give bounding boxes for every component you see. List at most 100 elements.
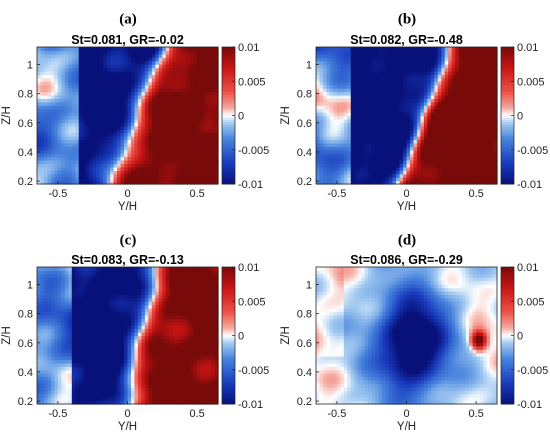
heatmap-cell bbox=[151, 47, 156, 52]
heatmap-cell bbox=[319, 129, 324, 134]
heatmap-cell bbox=[50, 376, 55, 381]
heatmap-cell bbox=[406, 166, 411, 171]
heatmap-cell bbox=[75, 390, 80, 395]
heatmap-cell bbox=[151, 132, 156, 137]
heatmap-cell bbox=[322, 57, 328, 62]
heatmap-cell bbox=[382, 170, 387, 175]
heatmap-cell bbox=[476, 67, 481, 72]
heatmap-cell bbox=[64, 149, 69, 154]
heatmap-cell bbox=[165, 153, 170, 158]
heatmap-cell bbox=[193, 77, 198, 82]
colorbar-tick-label: 0.01 bbox=[238, 42, 259, 54]
heatmap-cell bbox=[96, 142, 101, 147]
heatmap-cell bbox=[396, 142, 401, 147]
heatmap-cell bbox=[451, 118, 456, 123]
heatmap-cell bbox=[354, 74, 359, 79]
heatmap-cell bbox=[54, 74, 59, 79]
heatmap-cell bbox=[329, 74, 334, 79]
heatmap-cell bbox=[89, 94, 94, 99]
heatmap-cell bbox=[416, 122, 422, 127]
heatmap-cell bbox=[207, 173, 212, 178]
heatmap-cell bbox=[430, 122, 435, 127]
heatmap-cell bbox=[490, 91, 495, 96]
heatmap-cell bbox=[75, 369, 80, 374]
colorbar-segment bbox=[222, 78, 235, 82]
heatmap-cell bbox=[211, 139, 216, 144]
heatmap-cell bbox=[113, 112, 118, 117]
heatmap-cell bbox=[89, 74, 94, 79]
heatmap-cell bbox=[137, 139, 143, 144]
heatmap-cell bbox=[162, 122, 167, 127]
heatmap-cell bbox=[458, 70, 463, 75]
heatmap-cell bbox=[61, 132, 66, 137]
heatmap-cell bbox=[200, 81, 205, 86]
heatmap-cell bbox=[110, 166, 115, 171]
heatmap-cell bbox=[476, 136, 481, 141]
heatmap-cell bbox=[444, 136, 449, 141]
heatmap-cell bbox=[113, 91, 118, 96]
heatmap-cell bbox=[490, 153, 495, 158]
heatmap-cell bbox=[389, 142, 394, 147]
heatmap-cell bbox=[423, 136, 428, 141]
heatmap-cell bbox=[172, 74, 177, 79]
heatmap-cell bbox=[130, 146, 136, 151]
heatmap-cell bbox=[437, 163, 442, 168]
heatmap-cell bbox=[204, 163, 209, 168]
heatmap-cell bbox=[110, 101, 115, 106]
heatmap-cell bbox=[427, 132, 432, 137]
heatmap-cell bbox=[364, 77, 369, 82]
heatmap-cell bbox=[61, 77, 66, 82]
heatmap-cell bbox=[476, 122, 481, 127]
heatmap-cell bbox=[413, 64, 418, 69]
heatmap-cell bbox=[430, 142, 435, 147]
heatmap-cell bbox=[437, 132, 442, 137]
heatmap-cell bbox=[197, 74, 202, 79]
heatmap-cell bbox=[340, 177, 345, 182]
heatmap-cell bbox=[350, 160, 355, 165]
heatmap-cell bbox=[165, 156, 170, 161]
heatmap-cell bbox=[43, 149, 49, 154]
heatmap-cell bbox=[106, 60, 111, 65]
heatmap-cell bbox=[455, 91, 460, 96]
heatmap-cell bbox=[130, 132, 136, 137]
colorbar-segment bbox=[501, 74, 514, 78]
heatmap-cell bbox=[451, 77, 456, 82]
heatmap-cell bbox=[117, 50, 122, 55]
heatmap-cell bbox=[37, 47, 42, 52]
heatmap-cell bbox=[75, 349, 80, 354]
heatmap-cell bbox=[141, 57, 146, 62]
heatmap-cell bbox=[47, 325, 52, 330]
heatmap-cell bbox=[319, 149, 324, 154]
heatmap-cell bbox=[85, 139, 90, 144]
heatmap-cell bbox=[172, 50, 177, 55]
heatmap-cell bbox=[322, 47, 328, 52]
heatmap-cell bbox=[162, 67, 167, 72]
heatmap-cell bbox=[37, 325, 42, 330]
heatmap-cell bbox=[329, 64, 334, 69]
heatmap-cell bbox=[409, 67, 415, 72]
heatmap-cell bbox=[430, 136, 435, 141]
heatmap-cell bbox=[403, 101, 408, 106]
heatmap-cell bbox=[486, 67, 491, 72]
heatmap-cell bbox=[368, 57, 373, 62]
heatmap-cell bbox=[37, 280, 42, 285]
heatmap-cell bbox=[430, 94, 435, 99]
heatmap-cell bbox=[486, 122, 491, 127]
heatmap-cell bbox=[186, 142, 191, 147]
heatmap-cell bbox=[451, 146, 456, 151]
heatmap-cell bbox=[92, 53, 97, 58]
heatmap-cell bbox=[368, 108, 373, 113]
heatmap-cell bbox=[427, 57, 432, 62]
heatmap-cell bbox=[409, 98, 415, 103]
heatmap-cell bbox=[134, 98, 139, 103]
heatmap-cell bbox=[441, 142, 446, 147]
heatmap-cell bbox=[364, 142, 369, 147]
heatmap-cell bbox=[78, 314, 83, 319]
heatmap-cell bbox=[40, 332, 45, 337]
heatmap-cell bbox=[50, 105, 55, 110]
heatmap-cell bbox=[316, 57, 321, 62]
heatmap-cell bbox=[406, 57, 411, 62]
heatmap-cell bbox=[172, 125, 177, 130]
heatmap-cell bbox=[389, 60, 394, 65]
heatmap-cell bbox=[430, 57, 435, 62]
